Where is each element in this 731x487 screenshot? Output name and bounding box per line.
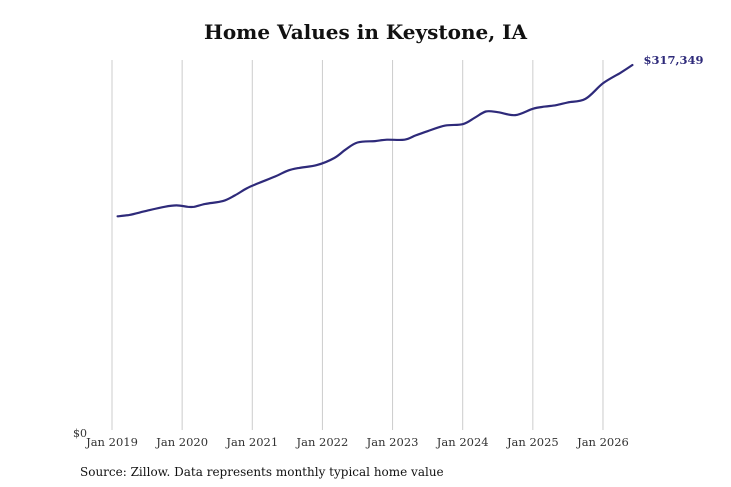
x-tick-label-2019: Jan 2019 xyxy=(85,435,138,449)
x-tick-label-2022: Jan 2022 xyxy=(296,435,349,449)
vertical-gridlines xyxy=(111,60,604,430)
x-tick-label-2025: Jan 2025 xyxy=(506,435,559,449)
x-tick-label-2023: Jan 2023 xyxy=(366,435,419,449)
series-line xyxy=(116,63,634,218)
x-tick-label-2026: Jan 2026 xyxy=(576,435,629,449)
chart-title: Home Values in Keystone, IA xyxy=(203,20,528,44)
x-tick-label-2024: Jan 2024 xyxy=(436,435,489,449)
end-value-label: $317,349 xyxy=(643,53,703,67)
x-tick-label-2021: Jan 2021 xyxy=(225,435,278,449)
y-axis-zero-label: $0 xyxy=(73,427,87,440)
source-note: Source: Zillow. Data represents monthly … xyxy=(80,465,444,479)
x-tick-label-2020: Jan 2020 xyxy=(155,435,208,449)
x-axis-tick-labels: Jan 2019 Jan 2020 Jan 2021 Jan 2022 Jan 2023… xyxy=(85,435,629,449)
